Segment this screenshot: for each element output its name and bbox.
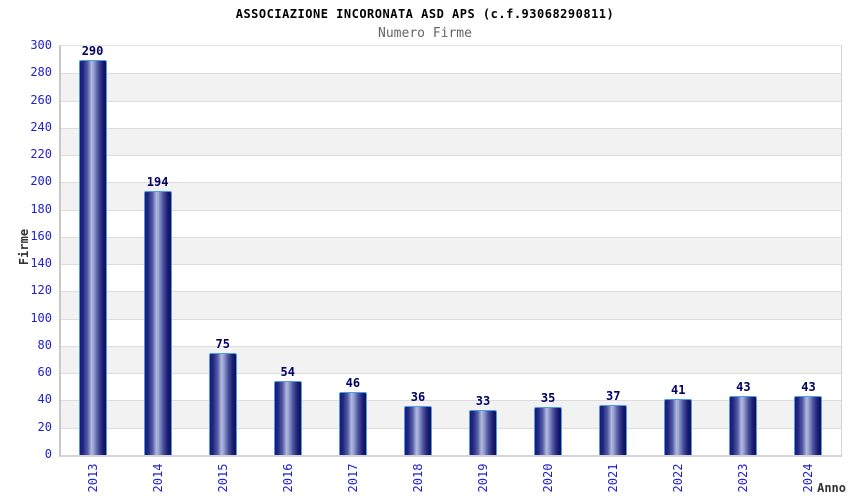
bar-value-label: 43 xyxy=(736,380,751,395)
plot-band xyxy=(61,264,841,292)
bar-value-label: 75 xyxy=(215,336,230,351)
x-axis-label: Anno xyxy=(817,481,846,495)
plot-band xyxy=(61,73,841,101)
gridline xyxy=(61,209,841,211)
y-tick-label: 160 xyxy=(30,228,52,243)
bar-value-label: 36 xyxy=(410,389,426,404)
gridline xyxy=(61,345,841,347)
y-tick-label: 300 xyxy=(30,38,52,52)
plot-band xyxy=(61,236,841,265)
x-tick-label: 2015 xyxy=(215,463,230,493)
plot-band xyxy=(61,127,841,156)
x-tick-label: 2022 xyxy=(671,463,686,493)
y-tick-label: 40 xyxy=(37,392,52,407)
bar-value-label: 35 xyxy=(540,391,556,406)
x-tick-label: 2023 xyxy=(736,463,751,493)
y-tick-label: 260 xyxy=(30,92,52,107)
y-tick-label: 60 xyxy=(37,365,52,380)
bar-value-label: 290 xyxy=(81,43,104,58)
gridline xyxy=(61,400,841,402)
bar xyxy=(208,352,237,455)
y-tick-label: 120 xyxy=(30,283,52,298)
plot-band xyxy=(61,400,841,428)
bar xyxy=(599,404,628,455)
gridline xyxy=(61,155,841,157)
x-tick-label: 2016 xyxy=(280,463,295,493)
bar xyxy=(403,405,432,455)
chart-subtitle: Numero Firme xyxy=(378,26,472,41)
chart-title: ASSOCIAZIONE INCORONATA ASD APS (c.f.930… xyxy=(235,7,615,21)
y-tick-label: 200 xyxy=(30,174,52,189)
y-axis-label: Firme xyxy=(17,228,31,266)
gridline xyxy=(61,127,841,129)
x-tick-label: 2019 xyxy=(476,463,491,493)
bar xyxy=(794,396,823,455)
bar-value-label: 41 xyxy=(671,383,686,398)
plot-band xyxy=(61,100,841,128)
plot-band xyxy=(61,373,841,401)
bar-value-label: 54 xyxy=(280,365,295,380)
x-tick-label: 2020 xyxy=(541,463,556,493)
gridline xyxy=(61,264,841,266)
y-tick-label: 240 xyxy=(30,119,52,134)
y-tick-label: 20 xyxy=(37,419,52,434)
bar xyxy=(469,410,498,455)
x-tick-label: 2017 xyxy=(345,463,360,493)
y-tick-label: 180 xyxy=(30,201,52,216)
x-tick-label: 2013 xyxy=(85,463,100,493)
y-tick-label: 140 xyxy=(30,256,52,271)
y-tick-label: 80 xyxy=(37,337,52,352)
gridline xyxy=(61,427,841,429)
bar-value-label: 46 xyxy=(345,376,361,391)
gridline xyxy=(61,318,841,320)
y-tick-label: 220 xyxy=(30,147,52,162)
plot-band xyxy=(61,182,841,210)
bar-value-label: 33 xyxy=(475,394,491,408)
plot-band xyxy=(61,345,841,374)
gridline xyxy=(61,291,841,293)
x-tick-label: 2021 xyxy=(606,463,621,493)
x-tick-label: 2018 xyxy=(410,463,425,493)
gridline xyxy=(61,373,841,375)
plot-band xyxy=(61,155,841,183)
plot-band xyxy=(61,318,841,346)
bar xyxy=(729,396,758,455)
bar xyxy=(338,392,367,455)
gridline xyxy=(61,73,841,75)
bar xyxy=(664,399,693,455)
bar xyxy=(534,407,563,455)
x-tick-label: 2014 xyxy=(150,463,165,493)
y-tick-label: 0 xyxy=(44,447,52,461)
bar-value-label: 37 xyxy=(605,388,621,403)
bar xyxy=(143,190,172,455)
plot-area xyxy=(59,45,842,457)
y-tick-label: 100 xyxy=(30,310,52,325)
plot-band xyxy=(61,291,841,319)
bar xyxy=(273,381,302,455)
y-tick-label: 280 xyxy=(30,65,52,80)
plot-band xyxy=(61,427,841,455)
gridline xyxy=(61,182,841,184)
plot-band xyxy=(61,46,841,74)
bar xyxy=(78,59,107,455)
x-tick-label: 2024 xyxy=(801,463,816,493)
bar-value-label: 43 xyxy=(801,380,816,395)
plot-band xyxy=(61,209,841,237)
gridline xyxy=(61,236,841,238)
gridline xyxy=(61,100,841,102)
bar-value-label: 194 xyxy=(146,174,169,189)
